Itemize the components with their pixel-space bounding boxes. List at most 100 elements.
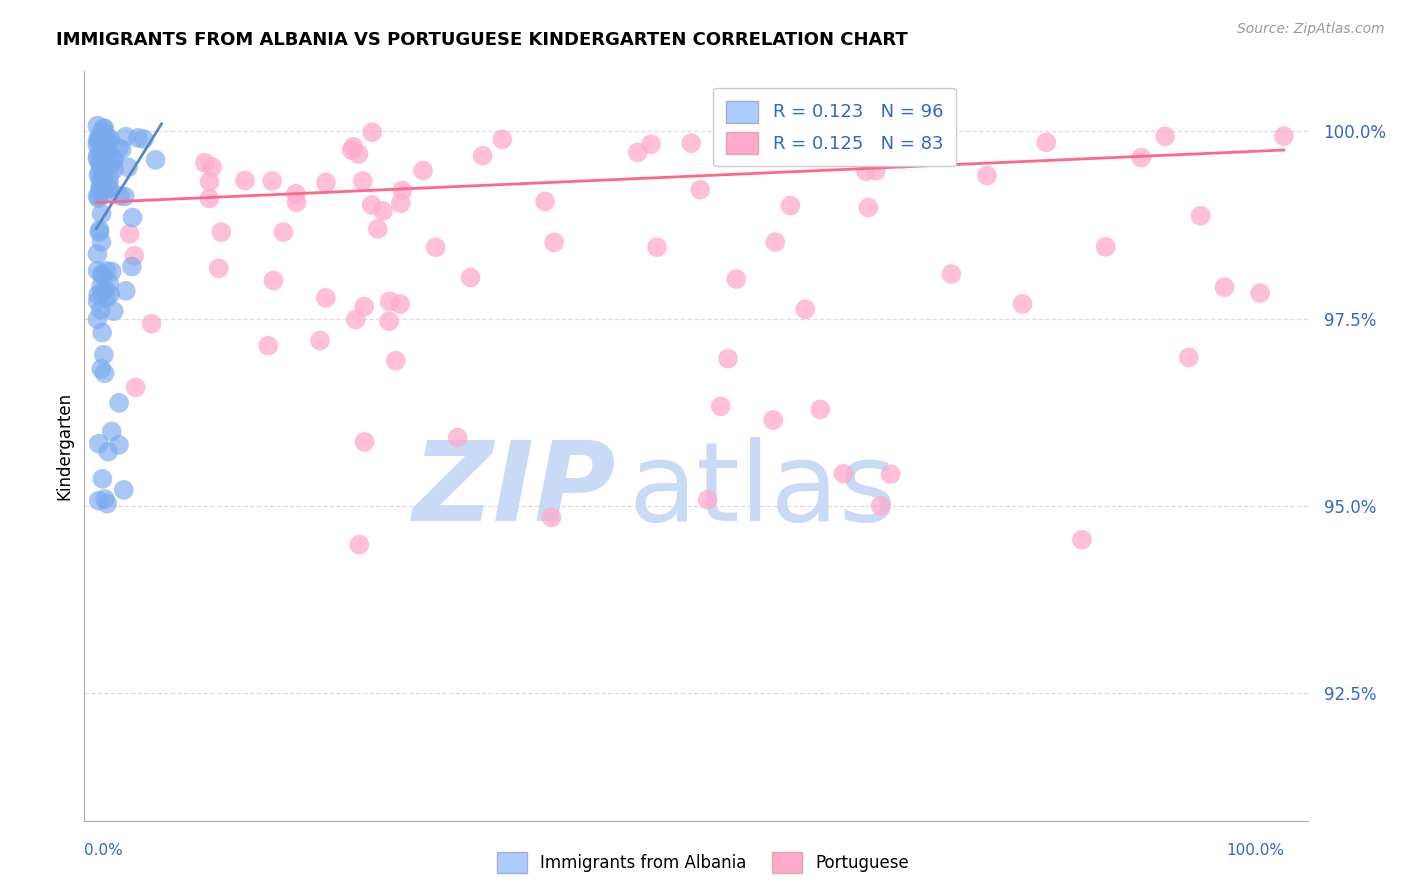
Point — [194, 156, 217, 170]
Point — [344, 312, 367, 326]
Point — [710, 400, 733, 414]
Point — [1094, 240, 1116, 254]
Point — [627, 145, 650, 160]
Point — [86, 264, 108, 278]
Point — [91, 267, 114, 281]
Point — [209, 225, 232, 239]
Point — [89, 186, 111, 201]
Point — [540, 510, 562, 524]
Point — [103, 162, 125, 177]
Point — [91, 179, 114, 194]
Point — [976, 169, 998, 183]
Point — [108, 396, 131, 410]
Point — [93, 121, 115, 136]
Point — [145, 153, 167, 167]
Point — [94, 179, 117, 194]
Point — [941, 267, 963, 281]
Point — [115, 129, 138, 144]
Point — [103, 153, 125, 167]
Point — [114, 284, 136, 298]
Point — [389, 297, 412, 311]
Point — [108, 438, 131, 452]
Point — [97, 444, 120, 458]
Point — [91, 326, 114, 340]
Point — [315, 176, 337, 190]
Point — [360, 198, 382, 212]
Point — [257, 339, 280, 353]
Point — [97, 132, 120, 146]
Point — [91, 268, 114, 283]
Point — [425, 240, 447, 254]
Point — [91, 135, 114, 149]
Point — [93, 348, 115, 362]
Point — [1249, 285, 1271, 300]
Point — [97, 182, 120, 196]
Point — [361, 125, 384, 139]
Point — [681, 136, 703, 150]
Point — [198, 192, 221, 206]
Point — [89, 128, 111, 142]
Point — [100, 132, 122, 146]
Point — [342, 140, 364, 154]
Point — [96, 142, 118, 156]
Point — [87, 436, 110, 450]
Point — [1011, 297, 1033, 311]
Point — [86, 312, 108, 326]
Point — [353, 434, 375, 449]
Point — [98, 287, 121, 301]
Point — [858, 201, 880, 215]
Point — [412, 163, 434, 178]
Point — [262, 273, 284, 287]
Point — [491, 132, 513, 146]
Point — [89, 174, 111, 188]
Point — [645, 240, 668, 254]
Point — [98, 180, 121, 194]
Point — [100, 264, 122, 278]
Text: atlas: atlas — [628, 437, 897, 544]
Legend: R = 0.123   N = 96, R = 0.125   N = 83: R = 0.123 N = 96, R = 0.125 N = 83 — [713, 88, 956, 166]
Point — [94, 282, 117, 296]
Point — [262, 174, 284, 188]
Point — [446, 431, 468, 445]
Point — [1130, 151, 1153, 165]
Point — [378, 314, 401, 328]
Point — [93, 366, 115, 380]
Point — [347, 147, 370, 161]
Point — [121, 260, 143, 274]
Point — [87, 288, 110, 302]
Point — [100, 425, 122, 439]
Point — [201, 160, 224, 174]
Point — [89, 165, 111, 179]
Point — [90, 146, 112, 161]
Point — [90, 182, 112, 196]
Point — [1189, 209, 1212, 223]
Point — [86, 189, 108, 203]
Point — [89, 225, 111, 239]
Point — [349, 538, 371, 552]
Point — [97, 158, 120, 172]
Point — [879, 467, 901, 482]
Point — [94, 130, 117, 145]
Point — [460, 270, 482, 285]
Point — [87, 191, 110, 205]
Point — [94, 492, 117, 507]
Point — [1154, 129, 1177, 144]
Point — [127, 131, 149, 145]
Point — [98, 276, 121, 290]
Point — [89, 132, 111, 146]
Point — [86, 247, 108, 261]
Point — [779, 198, 801, 212]
Point — [114, 189, 136, 203]
Point — [90, 157, 112, 171]
Point — [273, 225, 295, 239]
Text: 100.0%: 100.0% — [1226, 843, 1284, 858]
Point — [794, 302, 817, 317]
Point — [763, 235, 786, 249]
Point — [543, 235, 565, 250]
Point — [391, 183, 413, 197]
Point — [91, 171, 114, 186]
Point — [285, 195, 308, 210]
Point — [124, 380, 146, 394]
Point — [1272, 129, 1295, 144]
Point — [117, 160, 139, 174]
